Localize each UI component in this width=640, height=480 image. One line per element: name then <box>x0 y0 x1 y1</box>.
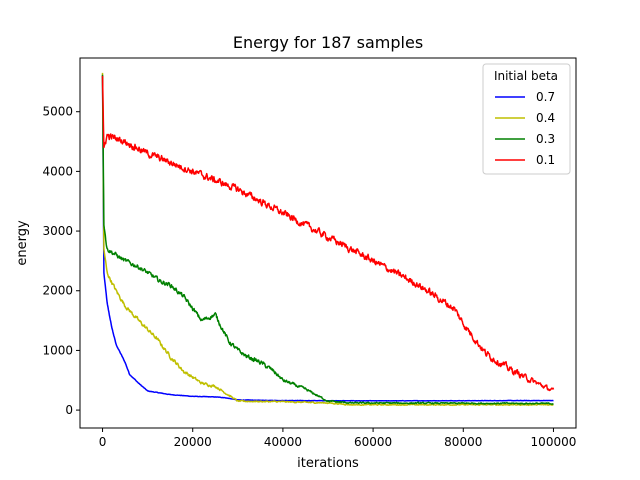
x-tick-label: 0 <box>99 435 107 449</box>
y-tick-label: 2000 <box>42 284 73 298</box>
legend-label: 0.7 <box>536 90 555 104</box>
series-line-0-1 <box>101 75 555 392</box>
legend-title: Initial beta <box>494 69 558 83</box>
y-axis-label: energy <box>15 220 30 266</box>
legend-label: 0.1 <box>536 153 555 167</box>
legend-frame <box>482 63 571 175</box>
series-line-0-3 <box>101 74 554 405</box>
plot-area <box>79 57 577 429</box>
plot-frame <box>79 57 577 429</box>
y-axis-ticks: 0 1000 2000 3000 4000 5000 <box>42 105 80 417</box>
series-line-0-4 <box>101 72 554 407</box>
legend-items: 0.7 0.4 0.3 0.1 <box>495 90 555 167</box>
legend-label: 0.4 <box>536 111 555 125</box>
x-tick-label: 60000 <box>354 435 392 449</box>
legend: Initial beta 0.7 0.4 0.3 0.1 <box>482 63 571 175</box>
legend-label: 0.3 <box>536 132 555 146</box>
x-tick-label: 40000 <box>264 435 302 449</box>
x-tick-label: 20000 <box>174 435 212 449</box>
chart-title: Energy for 187 samples <box>233 33 423 52</box>
series-layer <box>101 72 555 407</box>
y-tick-label: 5000 <box>42 105 73 119</box>
x-axis-ticks: 0 20000 40000 60000 80000 100000 <box>99 428 577 449</box>
x-tick-label: 80000 <box>444 435 482 449</box>
y-tick-label: 1000 <box>42 343 73 357</box>
x-tick-label: 100000 <box>531 435 577 449</box>
y-tick-label: 4000 <box>42 164 73 178</box>
y-tick-label: 0 <box>65 403 73 417</box>
y-tick-label: 3000 <box>42 224 73 238</box>
x-axis-label: iterations <box>297 456 359 471</box>
